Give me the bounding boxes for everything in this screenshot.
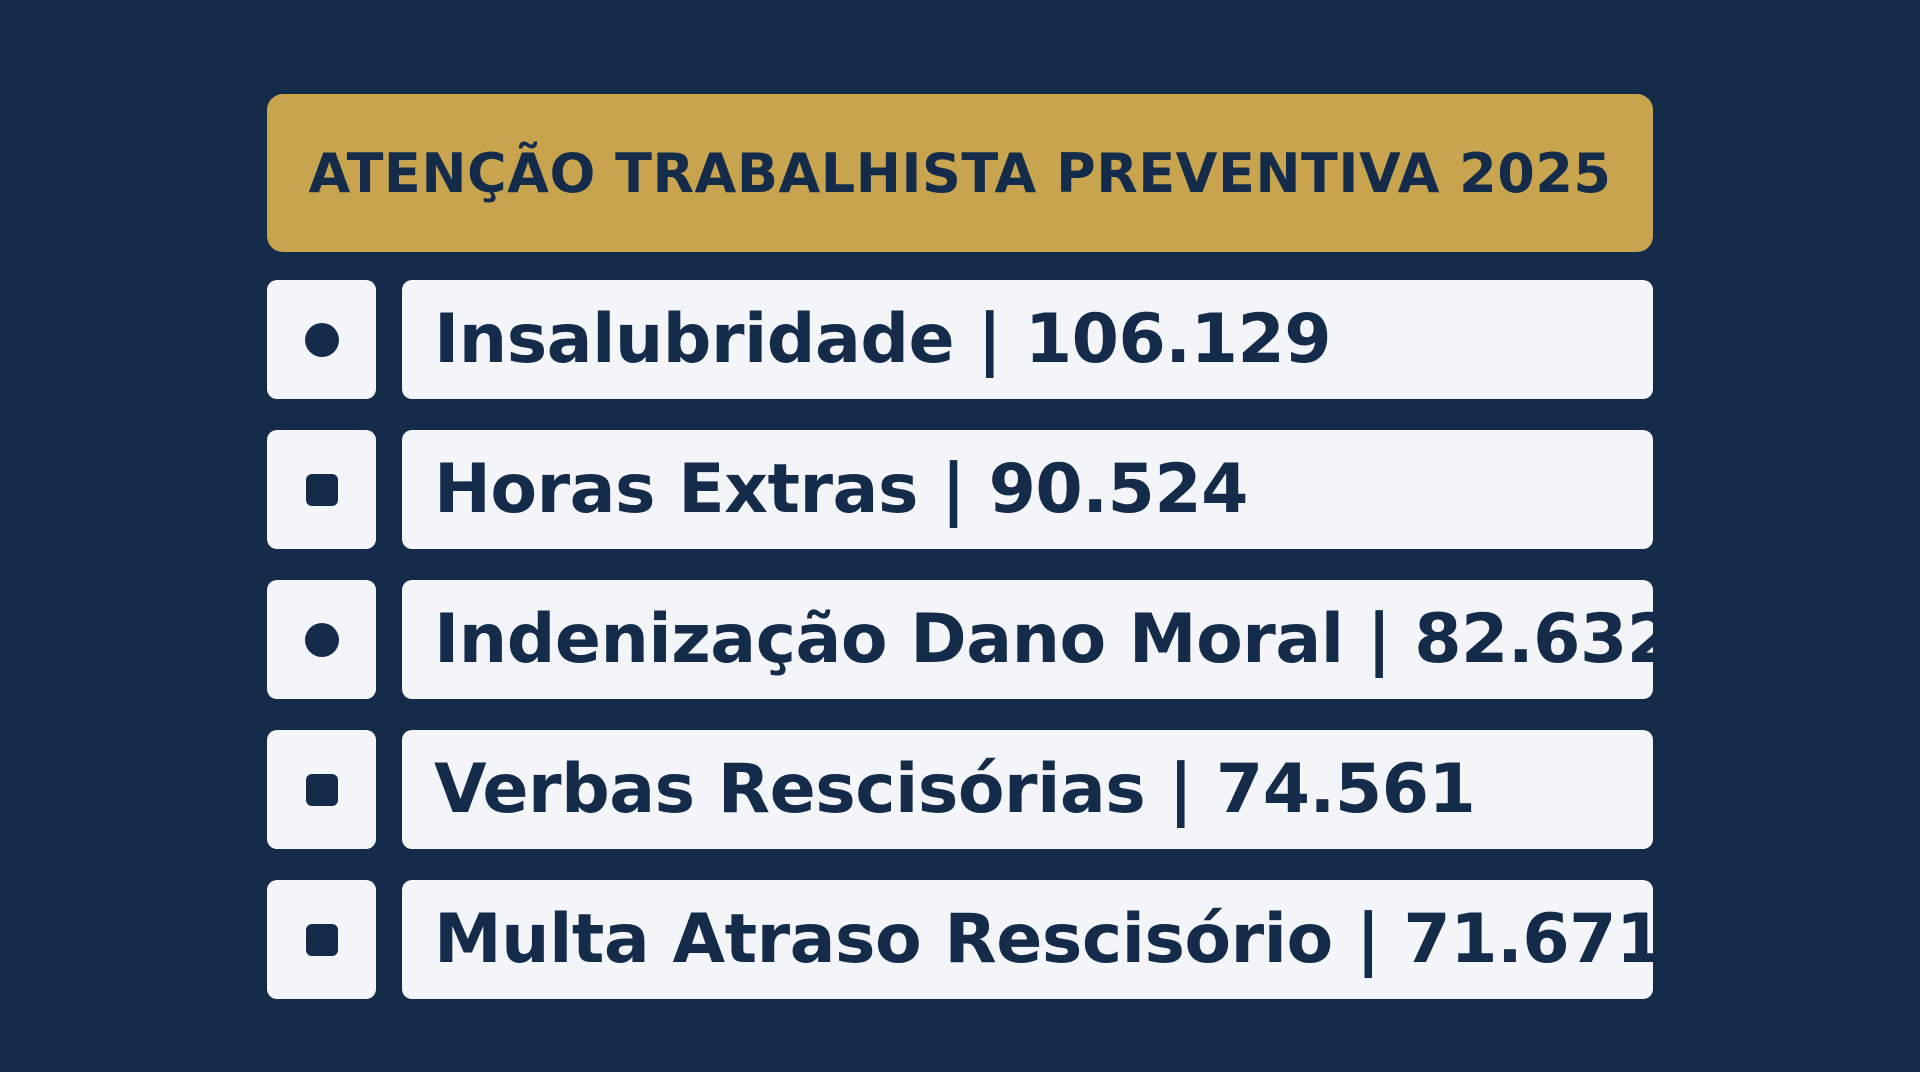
list-item: Verbas Rescisórias | 74.561: [267, 730, 1653, 849]
item-card: Insalubridade | 106.129: [402, 280, 1653, 399]
item-card: Horas Extras | 90.524: [402, 430, 1653, 549]
circle-bullet-icon: [304, 322, 339, 357]
square-bullet-icon: [305, 923, 338, 956]
bullet-box: [267, 730, 376, 849]
ranking-list: Insalubridade | 106.129 Horas Extras | 9…: [267, 280, 1674, 999]
square-bullet-icon: [305, 473, 338, 506]
list-item: Insalubridade | 106.129: [267, 280, 1653, 399]
bullet-box: [267, 880, 376, 999]
item-label: Verbas Rescisórias | 74.561: [434, 750, 1476, 829]
item-label: Multa Atraso Rescisório | 71.671: [434, 900, 1663, 979]
ranking-panel: ATENÇÃO TRABALHISTA PREVENTIVA 2025 Insa…: [267, 94, 1674, 999]
item-card: Multa Atraso Rescisório | 71.671: [402, 880, 1663, 999]
header-title: ATENÇÃO TRABALHISTA PREVENTIVA 2025: [308, 141, 1612, 205]
bullet-box: [267, 430, 376, 549]
item-label: Insalubridade | 106.129: [434, 300, 1332, 379]
item-label: Indenização Dano Moral | 82.632: [434, 600, 1674, 679]
list-item: Horas Extras | 90.524: [267, 430, 1653, 549]
list-item: Multa Atraso Rescisório | 71.671: [267, 880, 1663, 999]
bullet-box: [267, 280, 376, 399]
item-card: Indenização Dano Moral | 82.632: [402, 580, 1674, 699]
header-banner: ATENÇÃO TRABALHISTA PREVENTIVA 2025: [267, 94, 1653, 252]
item-label: Horas Extras | 90.524: [434, 450, 1249, 529]
list-item: Indenização Dano Moral | 82.632: [267, 580, 1674, 699]
circle-bullet-icon: [304, 622, 339, 657]
bullet-box: [267, 580, 376, 699]
square-bullet-icon: [305, 773, 338, 806]
item-card: Verbas Rescisórias | 74.561: [402, 730, 1653, 849]
